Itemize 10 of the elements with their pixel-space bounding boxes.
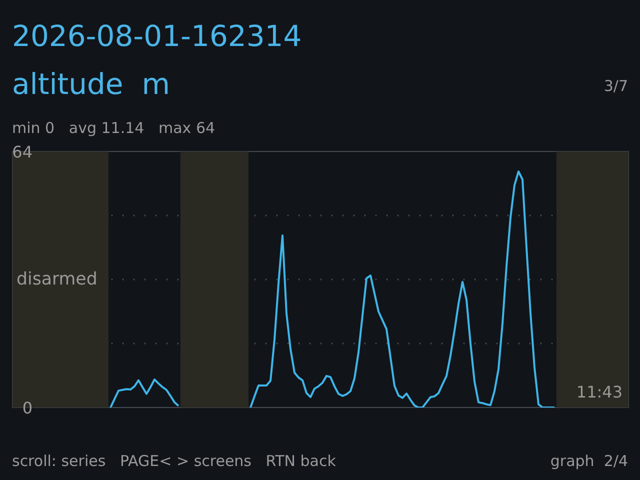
text: min 0 avg 11.14 max 64 (12, 119, 216, 137)
annotation: 11:43 (576, 382, 622, 402)
y-tick-label: 0 (22, 398, 33, 418)
caption: graph 2/4 (550, 451, 628, 472)
annotation: disarmed (16, 270, 98, 290)
text: scroll: series PAGE< > screens RTN back (12, 451, 336, 472)
y-tick-label: 64 (12, 142, 32, 162)
text: 3/7 (604, 76, 628, 97)
chart-subtitle: altitude m (12, 67, 170, 101)
chart-title: 2026-08-01-162314 (12, 19, 302, 53)
